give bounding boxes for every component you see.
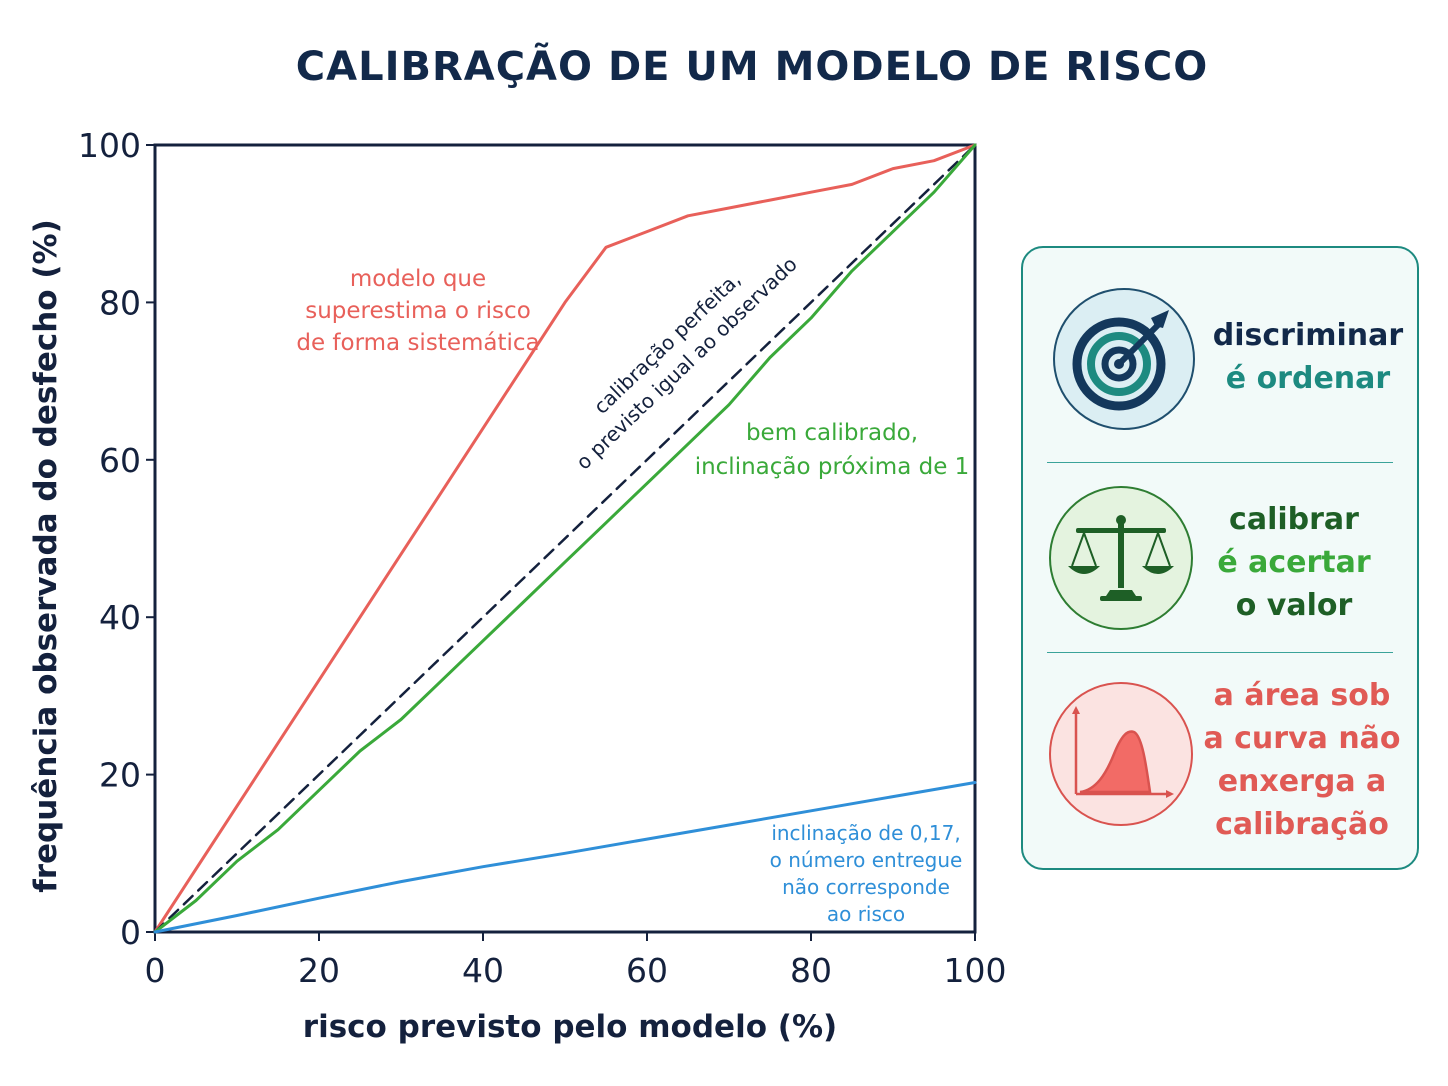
panel-divider	[1047, 652, 1393, 653]
annotation-well-calibrated: inclinação próxima de 1	[695, 454, 970, 480]
y-tick-label: 100	[78, 126, 141, 165]
series-line-well_calibrated	[153, 143, 977, 934]
scale-icon	[1049, 486, 1193, 630]
panel-line: calibração	[1215, 807, 1389, 842]
annotation-low-slope: ao risco	[827, 902, 905, 926]
panel-line: discriminar	[1212, 318, 1404, 353]
x-tick-label: 60	[626, 951, 668, 990]
panel-item-discriminate: discriminar é ordenar	[1023, 248, 1417, 462]
curve-icon	[1049, 682, 1193, 826]
x-tick-label: 0	[145, 951, 166, 990]
panel-line: calibrar	[1229, 502, 1359, 537]
annotation-overestimate: modelo que	[350, 266, 486, 292]
annotation-low-slope: inclinação de 0,17,	[771, 821, 960, 845]
series-line-perfect	[153, 143, 977, 934]
y-tick-label: 80	[99, 283, 141, 322]
plot-area: 0 20 40 60 80 100 0 20 40 60 80 100 modelo que supere…	[78, 126, 1007, 990]
panel-line: a área sob	[1213, 678, 1391, 713]
panel-item-calibrate: calibrar é acertar o valor	[1023, 464, 1417, 652]
x-tick-label: 100	[944, 951, 1007, 990]
side-panel: discriminar é ordenar calibrar é acer	[1021, 246, 1419, 870]
panel-divider	[1047, 462, 1393, 463]
annotation-well-calibrated: bem calibrado,	[746, 420, 918, 446]
panel-line: enxerga a	[1217, 764, 1387, 799]
plot-frame	[153, 143, 977, 934]
series-line-low_slope	[153, 781, 977, 934]
x-tick-label: 80	[790, 951, 832, 990]
x-axis-label: risco previsto pelo modelo (%)	[303, 1009, 837, 1045]
panel-item-auc: a área sob a curva não enxerga a calibra…	[1023, 654, 1417, 868]
annotation-overestimate: de forma sistemática	[296, 330, 539, 356]
annotation-overestimate: superestima o risco	[305, 298, 531, 324]
panel-line: o valor	[1235, 588, 1353, 623]
x-tick-label: 40	[462, 951, 504, 990]
panel-line: a curva não	[1203, 721, 1401, 756]
series-line-overestimate	[153, 143, 977, 934]
y-tick-label: 40	[99, 598, 141, 637]
chart-title: CALIBRAÇÃO DE UM MODELO DE RISCO	[296, 41, 1208, 90]
annotation-low-slope: o número entregue	[770, 848, 963, 872]
y-tick-label: 0	[120, 913, 141, 952]
target-icon	[1053, 288, 1195, 430]
y-tick-label: 20	[99, 756, 141, 795]
panel-line: é ordenar	[1225, 361, 1391, 396]
y-axis-label: frequência observada do desfecho (%)	[28, 219, 64, 893]
annotation-low-slope: não corresponde	[782, 875, 950, 899]
x-tick-label: 20	[298, 951, 340, 990]
panel-line: é acertar	[1217, 545, 1371, 580]
y-tick-label: 60	[99, 441, 141, 480]
